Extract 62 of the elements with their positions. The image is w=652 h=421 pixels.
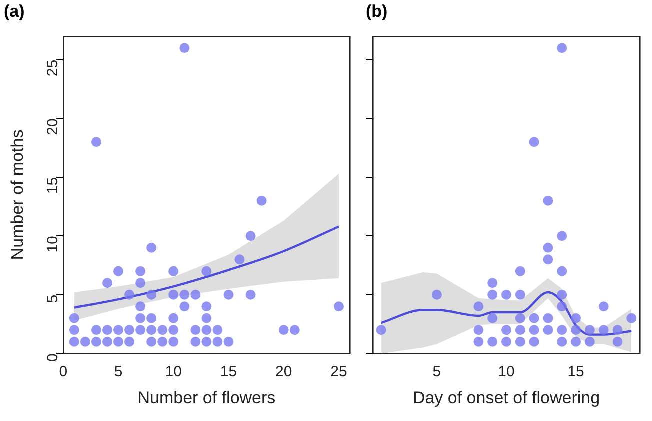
x-tick-label: 20 (276, 364, 292, 381)
point (488, 290, 498, 300)
y-tick-label: 15 (44, 177, 62, 194)
point (557, 231, 568, 242)
point (557, 290, 568, 300)
x-axis-title: Number of flowers (138, 388, 276, 408)
point (529, 336, 540, 347)
point (557, 325, 568, 336)
point (571, 336, 582, 347)
y-tick-label: 25 (44, 60, 62, 77)
point (612, 336, 623, 347)
point (529, 313, 540, 324)
point (474, 325, 484, 336)
y-tick-label: 0 (44, 354, 62, 362)
point (543, 254, 554, 265)
x-tick-label: 15 (220, 364, 238, 381)
point (432, 290, 442, 300)
point (474, 336, 484, 347)
point (502, 325, 512, 336)
point (515, 313, 526, 324)
point (474, 302, 484, 312)
point (529, 325, 540, 336)
point (598, 302, 609, 312)
y-tick-label: 20 (44, 118, 62, 136)
x-tick-label: 25 (330, 364, 348, 381)
point (543, 242, 554, 253)
x-tick-label: 5 (432, 364, 442, 381)
point (515, 290, 526, 300)
point (515, 325, 526, 336)
x-tick-label: 15 (568, 364, 584, 381)
point (488, 336, 498, 347)
chart-title: (b) (366, 2, 388, 21)
point (571, 325, 582, 336)
point (502, 336, 512, 347)
point (529, 137, 540, 148)
point (488, 313, 498, 324)
point (502, 290, 512, 300)
point (488, 278, 498, 288)
point (626, 313, 637, 324)
point (376, 325, 386, 336)
point (557, 266, 568, 276)
x-tick-label: 10 (165, 364, 182, 381)
point (584, 336, 595, 347)
y-tick-label: 10 (44, 236, 62, 253)
y-tick-label: 5 (44, 294, 62, 304)
point (515, 266, 526, 276)
chart-title: (a) (4, 2, 25, 21)
point (584, 325, 595, 336)
point (557, 302, 568, 312)
x-tick-label: 10 (498, 364, 515, 381)
point (543, 325, 554, 336)
point (571, 313, 582, 324)
y-axis-title: Number of moths (8, 130, 27, 260)
point (543, 196, 554, 206)
x-axis-title: Day of onset of flowering (412, 388, 600, 408)
point (515, 336, 526, 347)
x-tick-label: 5 (114, 364, 123, 381)
point (557, 336, 568, 347)
point (598, 325, 609, 336)
point (543, 313, 554, 324)
point (557, 43, 568, 54)
point (612, 325, 623, 336)
